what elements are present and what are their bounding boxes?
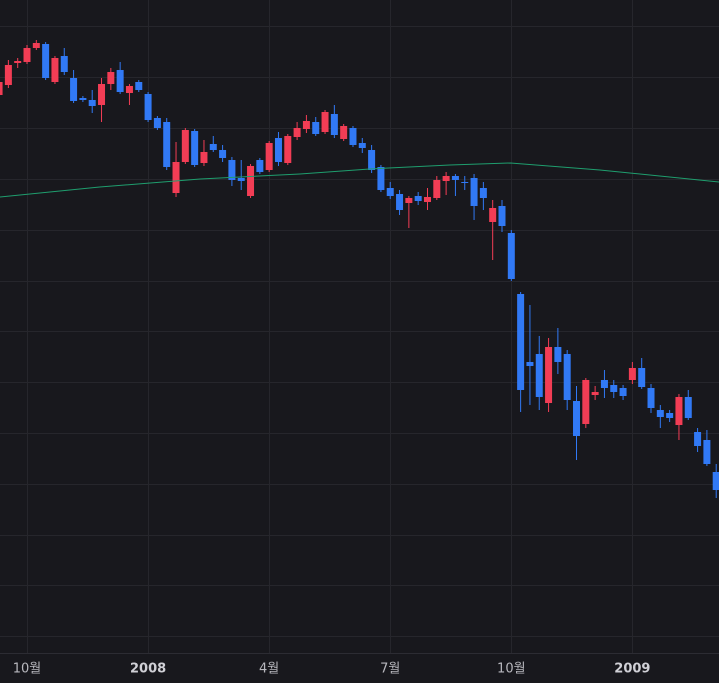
candle-body <box>386 188 394 196</box>
candle-body <box>237 178 245 181</box>
candle-body <box>461 182 469 183</box>
candle-body <box>293 128 301 137</box>
x-tick-label: 2008 <box>130 662 166 677</box>
candle-body <box>600 380 608 388</box>
candle-body <box>423 197 431 202</box>
candle-body <box>125 86 133 93</box>
candle-body <box>247 166 255 196</box>
candle-body <box>610 385 618 392</box>
candle-body <box>163 122 171 167</box>
moving-average-line <box>0 162 719 198</box>
candle-body <box>70 78 78 101</box>
candle-body <box>703 440 711 464</box>
candle-body <box>302 121 310 129</box>
candle-body <box>712 472 719 490</box>
candle-body <box>79 98 87 100</box>
candle-body <box>414 196 422 201</box>
candle-body <box>470 178 478 206</box>
candle-body <box>396 194 404 210</box>
candle-body <box>144 94 152 120</box>
candle-body <box>591 392 599 395</box>
candle-body <box>638 368 646 387</box>
candle-body <box>666 413 674 418</box>
candle-body <box>582 380 590 424</box>
candle-body <box>433 180 441 198</box>
candle-body <box>23 48 31 62</box>
candle-body <box>675 397 683 425</box>
candle-body <box>349 128 357 145</box>
candle-body <box>116 70 124 92</box>
candle-body <box>405 198 413 203</box>
candle-body <box>377 167 385 190</box>
candle-body <box>172 162 180 193</box>
candle-body <box>340 126 348 139</box>
candle-body <box>209 144 217 150</box>
candle-body <box>256 160 264 172</box>
candle-body <box>479 188 487 198</box>
candle-body <box>51 58 59 82</box>
candle-body <box>312 122 320 134</box>
candle-body <box>153 118 161 128</box>
candle-body <box>358 143 366 148</box>
candle-body <box>656 410 664 417</box>
candle-body <box>619 388 627 396</box>
x-tick-label: 7월 <box>380 662 400 677</box>
candle-body <box>573 401 581 436</box>
candle-body <box>107 72 115 84</box>
candle-body <box>330 114 338 135</box>
x-tick-label: 10월 <box>13 662 42 677</box>
candle-body <box>265 143 273 170</box>
candle-body <box>321 112 329 132</box>
candle-body <box>32 43 40 48</box>
candle-body <box>507 233 515 279</box>
candle-body <box>489 208 497 222</box>
candle-body <box>684 397 692 418</box>
candle-body <box>42 44 50 78</box>
candle-body <box>219 150 227 158</box>
candle-body <box>191 131 199 165</box>
candle-body <box>694 432 702 446</box>
candle-body <box>628 368 636 380</box>
candle-body <box>274 138 282 162</box>
candle-body <box>451 176 459 180</box>
x-tick-label: 4월 <box>259 662 279 677</box>
candle-body <box>517 294 525 390</box>
candle-body <box>98 84 106 105</box>
candle-body <box>535 354 543 397</box>
candle-body <box>88 100 96 106</box>
candle-body <box>526 362 534 366</box>
candle-body <box>135 82 143 90</box>
candle-body <box>60 56 68 72</box>
candle-body <box>442 176 450 181</box>
candle-body <box>0 82 3 95</box>
candle-body <box>498 206 506 226</box>
candle-body <box>368 150 376 170</box>
x-tick-label: 10월 <box>497 662 526 677</box>
candle-body <box>545 347 553 403</box>
candle-body <box>647 388 655 408</box>
candle-body <box>14 61 22 63</box>
candle-body <box>181 130 189 162</box>
candle-body <box>284 136 292 163</box>
candle-body <box>4 65 12 85</box>
candle-body <box>200 152 208 163</box>
candle-body <box>228 160 236 180</box>
x-tick-label: 2009 <box>614 662 650 677</box>
candle-body <box>554 347 562 362</box>
candle-body <box>563 354 571 400</box>
